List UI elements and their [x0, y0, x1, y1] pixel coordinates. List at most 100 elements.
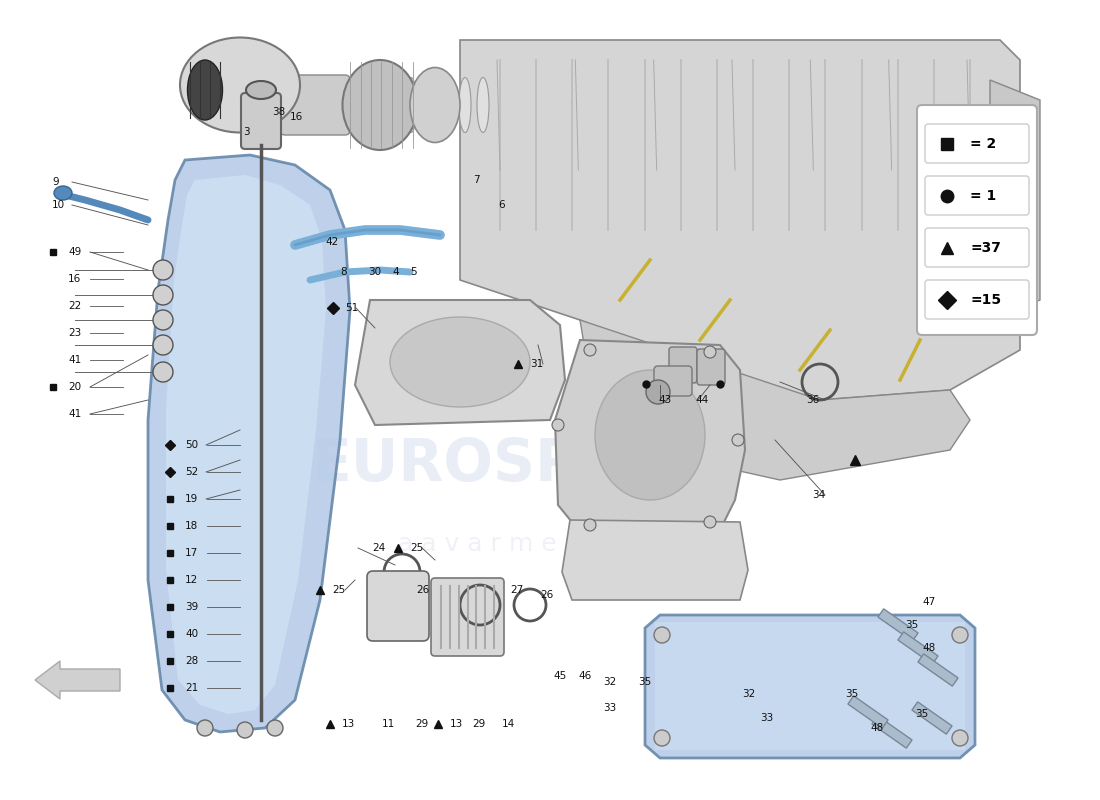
Text: 39: 39 [185, 602, 198, 612]
Text: 36: 36 [806, 395, 820, 405]
Polygon shape [878, 609, 918, 641]
Ellipse shape [279, 78, 292, 133]
Polygon shape [848, 696, 888, 728]
Circle shape [197, 720, 213, 736]
Ellipse shape [424, 78, 434, 133]
Text: 32: 32 [603, 677, 616, 687]
Text: 20: 20 [68, 382, 81, 392]
Text: 29: 29 [415, 719, 428, 729]
Circle shape [552, 419, 564, 431]
Text: 23: 23 [68, 328, 81, 338]
Text: 11: 11 [382, 719, 395, 729]
Polygon shape [148, 155, 350, 732]
FancyBboxPatch shape [431, 578, 504, 656]
Text: 14: 14 [502, 719, 515, 729]
Text: 42: 42 [324, 237, 339, 247]
Circle shape [704, 346, 716, 358]
Ellipse shape [441, 78, 453, 133]
Text: 51: 51 [345, 303, 359, 313]
Text: 3: 3 [243, 127, 250, 137]
Ellipse shape [410, 67, 460, 142]
Text: 43: 43 [658, 395, 671, 405]
Ellipse shape [297, 78, 309, 133]
FancyBboxPatch shape [654, 366, 692, 396]
Polygon shape [917, 654, 958, 686]
Ellipse shape [368, 78, 381, 133]
Ellipse shape [595, 370, 705, 500]
Text: 46: 46 [578, 671, 592, 681]
Text: 5: 5 [410, 267, 417, 277]
Ellipse shape [387, 78, 399, 133]
Text: 35: 35 [845, 689, 858, 699]
Text: 45: 45 [553, 671, 566, 681]
Ellipse shape [390, 317, 530, 407]
Polygon shape [460, 40, 1020, 400]
Ellipse shape [180, 38, 300, 133]
Polygon shape [654, 622, 965, 750]
Text: EUROSPARES: EUROSPARES [311, 435, 745, 493]
Polygon shape [990, 80, 1040, 320]
Circle shape [153, 362, 173, 382]
Ellipse shape [187, 60, 222, 120]
Text: 9: 9 [52, 177, 58, 187]
Polygon shape [872, 716, 912, 748]
Circle shape [236, 722, 253, 738]
FancyBboxPatch shape [669, 347, 697, 383]
Text: 17: 17 [185, 548, 198, 558]
Polygon shape [645, 615, 975, 758]
Circle shape [584, 344, 596, 356]
Text: 26: 26 [416, 585, 429, 595]
Text: =37: =37 [970, 241, 1001, 254]
Text: =15: =15 [970, 293, 1001, 306]
Text: 8: 8 [340, 267, 346, 277]
Text: 25: 25 [332, 585, 345, 595]
Text: 41: 41 [68, 355, 81, 365]
FancyBboxPatch shape [697, 349, 725, 385]
Text: 44: 44 [695, 395, 708, 405]
Text: 48: 48 [870, 723, 883, 733]
Text: 12: 12 [185, 575, 198, 585]
Text: 16: 16 [290, 112, 304, 122]
Polygon shape [580, 320, 970, 480]
Text: 34: 34 [812, 490, 825, 500]
Circle shape [654, 730, 670, 746]
Text: 18: 18 [185, 521, 198, 531]
Text: 35: 35 [905, 620, 918, 630]
Ellipse shape [54, 186, 72, 200]
Text: 49: 49 [68, 247, 81, 257]
Ellipse shape [405, 78, 417, 133]
Text: a a v a r m e r d i e s: a a v a r m e r d i e s [398, 532, 658, 556]
Polygon shape [355, 300, 565, 425]
FancyBboxPatch shape [367, 571, 429, 641]
Circle shape [732, 434, 744, 446]
Text: 30: 30 [368, 267, 381, 277]
Ellipse shape [477, 78, 490, 133]
Circle shape [153, 260, 173, 280]
Text: 35: 35 [638, 677, 651, 687]
FancyBboxPatch shape [925, 280, 1028, 319]
Circle shape [952, 627, 968, 643]
Ellipse shape [342, 60, 418, 150]
FancyBboxPatch shape [925, 124, 1028, 163]
Ellipse shape [351, 78, 363, 133]
Text: 29: 29 [472, 719, 485, 729]
Text: 50: 50 [185, 440, 198, 450]
FancyBboxPatch shape [917, 105, 1037, 335]
Text: 38: 38 [272, 107, 285, 117]
Text: 52: 52 [185, 467, 198, 477]
FancyBboxPatch shape [925, 228, 1028, 267]
Ellipse shape [315, 78, 327, 133]
Text: = 1: = 1 [970, 189, 997, 202]
Text: 10: 10 [52, 200, 65, 210]
Circle shape [267, 720, 283, 736]
Polygon shape [562, 520, 748, 600]
FancyBboxPatch shape [925, 176, 1028, 215]
Text: 13: 13 [342, 719, 355, 729]
Text: 27: 27 [510, 585, 524, 595]
Text: 7: 7 [473, 175, 480, 185]
Polygon shape [912, 702, 953, 734]
Circle shape [654, 627, 670, 643]
FancyBboxPatch shape [280, 75, 350, 135]
Circle shape [704, 516, 716, 528]
Text: 6: 6 [498, 200, 505, 210]
